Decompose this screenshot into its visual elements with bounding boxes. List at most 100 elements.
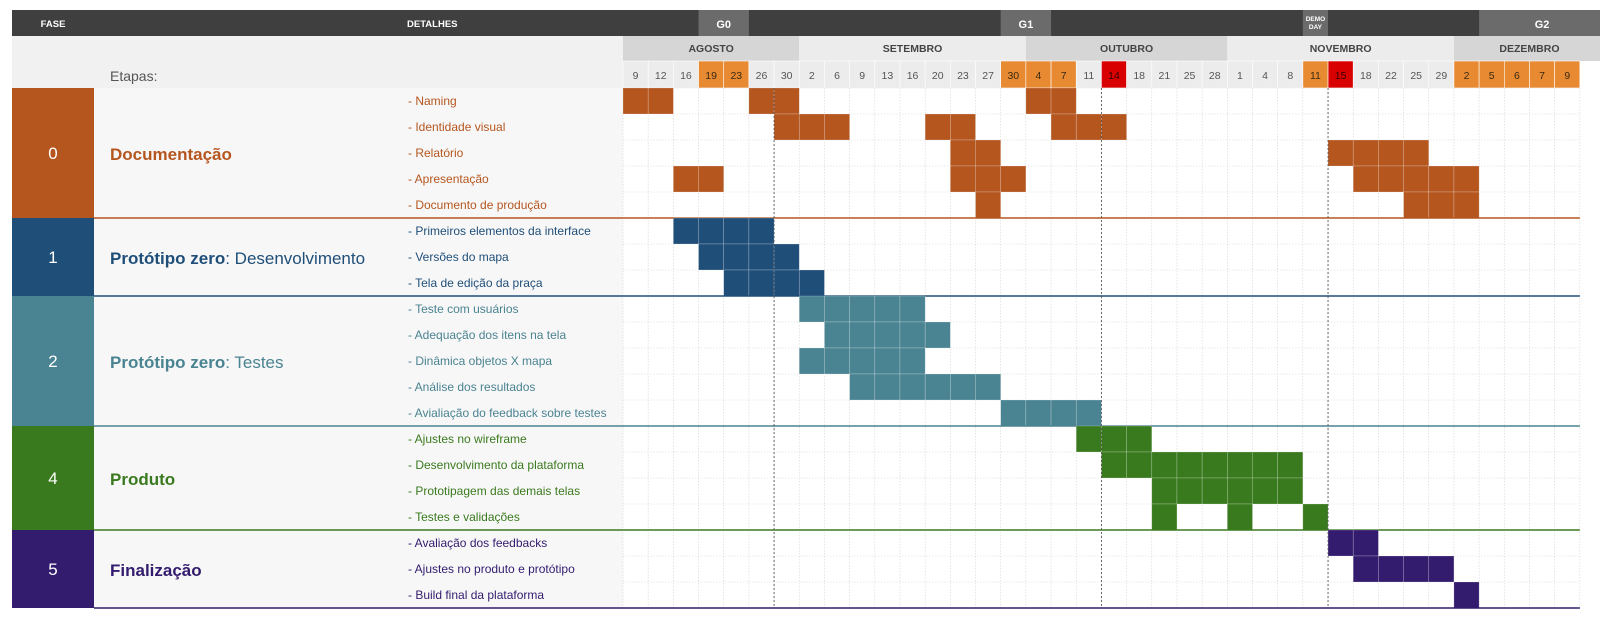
task-cell xyxy=(1378,139,1404,167)
task-cell xyxy=(1075,113,1102,141)
day-label: 7 xyxy=(1539,70,1545,82)
detalhes-header: DETALHES xyxy=(407,19,458,30)
fase-header: FASE xyxy=(41,19,66,30)
day-label: 14 xyxy=(1108,70,1120,82)
task-cell xyxy=(924,113,951,141)
task-cell xyxy=(698,217,725,245)
task-cell xyxy=(1428,555,1455,583)
day-label: 16 xyxy=(680,70,692,82)
task-cell xyxy=(1327,529,1354,557)
task-cell xyxy=(1352,139,1379,167)
day-label: 9 xyxy=(1564,70,1570,82)
task-cell xyxy=(1025,399,1052,427)
day-label: 8 xyxy=(1287,70,1293,82)
milestone-label-line: DEMO xyxy=(1306,16,1326,23)
task-label: - Ajustes no wireframe xyxy=(408,432,527,446)
day-label: 23 xyxy=(957,70,969,82)
task-label: - Adequação dos itens na tela xyxy=(408,328,566,342)
task-cell xyxy=(1227,451,1253,479)
task-label: - Tela de edição da praça xyxy=(408,276,543,290)
milestone-bar xyxy=(1000,10,1052,36)
phase-title: Protótipo zero: Testes xyxy=(110,353,284,372)
task-cell xyxy=(1453,191,1480,219)
day-cell xyxy=(824,60,850,89)
task-cell xyxy=(824,347,850,375)
task-cell xyxy=(849,295,876,323)
task-cell xyxy=(1101,451,1127,479)
milestone-label: DEMO DAY xyxy=(1306,16,1326,31)
task-cell xyxy=(924,373,951,401)
task-cell xyxy=(1151,451,1178,479)
task-cell xyxy=(1201,451,1228,479)
day-label: 5 xyxy=(1489,70,1495,82)
task-cell xyxy=(647,87,674,115)
day-cell xyxy=(1302,60,1329,89)
task-cell xyxy=(1050,113,1077,141)
task-cell xyxy=(773,269,800,297)
day-cell xyxy=(673,60,699,89)
day-label: 26 xyxy=(756,70,768,82)
month-label: DEZEMBRO xyxy=(1499,43,1559,55)
phase-title-bold: Finalização xyxy=(110,561,202,580)
task-cell xyxy=(1050,399,1077,427)
day-label: 11 xyxy=(1083,70,1094,82)
task-cell xyxy=(1453,581,1480,609)
task-cell xyxy=(950,139,976,167)
task-cell xyxy=(1403,191,1430,219)
day-cell xyxy=(1504,60,1530,89)
task-cell xyxy=(849,321,876,349)
task-cell xyxy=(1075,399,1102,427)
task-label: - Primeiros elementos da interface xyxy=(408,224,591,238)
month-header xyxy=(1025,36,1228,61)
phase-title-bold: Protótipo zero xyxy=(110,249,225,268)
phase-number: 0 xyxy=(48,144,57,163)
phase-title: Documentação xyxy=(110,145,232,164)
task-label: - Análise dos resultados xyxy=(408,380,535,394)
month-header xyxy=(1453,36,1600,61)
task-cell xyxy=(1126,451,1153,479)
task-cell xyxy=(975,165,1002,193)
day-label: 9 xyxy=(859,70,865,82)
day-cell xyxy=(924,60,951,89)
phase-title: Produto xyxy=(110,470,175,489)
day-label: 27 xyxy=(982,70,994,82)
day-label: 13 xyxy=(882,70,894,82)
task-cell xyxy=(1302,503,1329,531)
task-cell xyxy=(1000,399,1027,427)
phase-title: Protótipo zero: Desenvolvimento xyxy=(110,249,365,268)
task-cell xyxy=(950,113,976,141)
day-cell xyxy=(1201,60,1228,89)
task-label: - Versões do mapa xyxy=(408,250,509,264)
task-cell xyxy=(975,191,1002,219)
top-bar xyxy=(12,10,1580,36)
month-header xyxy=(623,36,800,61)
day-label: 16 xyxy=(907,70,919,82)
day-label: 30 xyxy=(1007,70,1019,82)
month-label: AGOSTO xyxy=(688,43,733,55)
task-cell xyxy=(1378,165,1404,193)
day-cell xyxy=(1126,60,1153,89)
task-cell xyxy=(798,269,825,297)
task-cell xyxy=(798,347,825,375)
phase-title-rest: : Desenvolvimento xyxy=(225,249,365,268)
task-cell xyxy=(748,87,775,115)
task-cell xyxy=(924,321,951,349)
day-label: 2 xyxy=(1464,70,1470,82)
day-label: 30 xyxy=(781,70,793,82)
task-cell xyxy=(1151,503,1178,531)
task-cell xyxy=(1126,425,1153,453)
milestone-label: G2 xyxy=(1535,19,1550,31)
task-label: - Avialiação do feedback sobre testes xyxy=(408,406,607,420)
phase-block xyxy=(12,530,94,608)
milestone-bar xyxy=(1479,10,1600,36)
day-label: 15 xyxy=(1335,70,1347,82)
task-label: - Build final da plataforma xyxy=(408,588,544,602)
task-cell xyxy=(975,139,1002,167)
task-cell xyxy=(1327,139,1354,167)
task-cell xyxy=(1352,555,1379,583)
day-label: 25 xyxy=(1410,70,1422,82)
task-cell xyxy=(849,373,876,401)
milestone-label: G1 xyxy=(1019,19,1034,31)
task-cell xyxy=(1050,87,1077,115)
month-header xyxy=(1227,36,1454,61)
